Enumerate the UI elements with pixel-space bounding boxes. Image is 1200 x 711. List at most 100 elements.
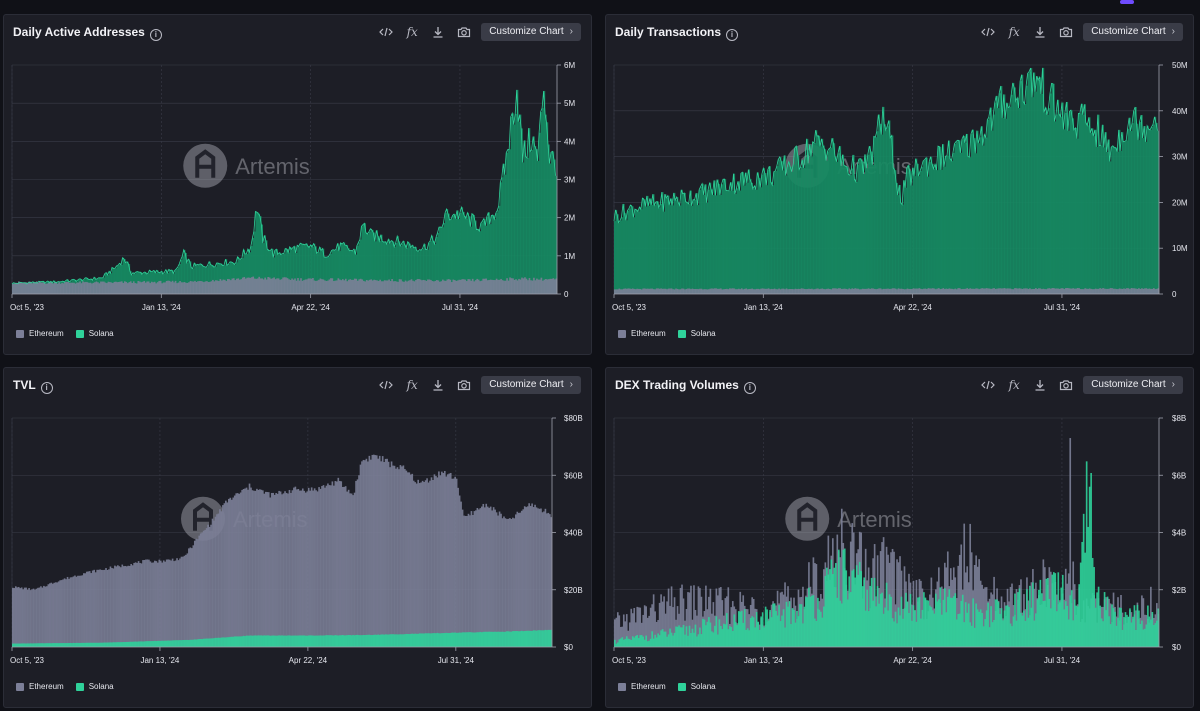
bar: [93, 642, 95, 647]
camera-icon[interactable]: [451, 22, 477, 41]
bar: [1045, 107, 1048, 294]
bar: [325, 485, 328, 647]
bar: [381, 634, 384, 647]
legend-item-solana[interactable]: Solana: [677, 682, 716, 691]
bar: [742, 622, 745, 647]
bar: [264, 635, 267, 647]
bar: [1014, 288, 1016, 294]
bar: [512, 278, 514, 294]
bar: [85, 571, 88, 647]
code-icon[interactable]: [975, 375, 1001, 394]
bar: [1023, 101, 1025, 294]
bar: [991, 130, 994, 294]
legend-item-solana[interactable]: Solana: [75, 329, 114, 338]
bar: [1048, 288, 1051, 294]
bar: [519, 279, 522, 294]
bar: [32, 588, 35, 647]
bar: [1012, 616, 1015, 647]
code-icon[interactable]: [373, 375, 399, 394]
formula-button[interactable]: fx: [1008, 24, 1020, 39]
bar: [155, 561, 158, 647]
bar: [96, 642, 98, 647]
bar: [648, 288, 650, 294]
bar: [994, 102, 997, 294]
bar: [935, 289, 937, 294]
customize-chart-button[interactable]: Customize Chart ›: [481, 22, 581, 41]
bar: [362, 224, 365, 294]
bar: [802, 623, 804, 647]
bar: [1079, 113, 1082, 294]
legend-item-ethereum[interactable]: Ethereum: [16, 329, 64, 338]
bar: [386, 280, 389, 294]
customize-chart-button[interactable]: Customize Chart ›: [1083, 22, 1183, 41]
bar: [820, 288, 822, 294]
bar: [630, 639, 633, 647]
download-icon[interactable]: [1027, 375, 1053, 394]
bar: [191, 267, 193, 294]
code-icon[interactable]: [975, 22, 1001, 41]
bar: [454, 632, 456, 647]
legend-item-solana[interactable]: Solana: [677, 329, 716, 338]
bar: [797, 155, 800, 294]
bar: [681, 189, 683, 294]
customize-chart-button[interactable]: Customize Chart ›: [481, 375, 581, 394]
info-icon[interactable]: i: [149, 29, 162, 41]
formula-button[interactable]: fx: [1008, 377, 1020, 392]
bar: [123, 281, 126, 294]
legend-item-solana[interactable]: Solana: [75, 682, 114, 691]
bar: [834, 156, 837, 294]
camera-icon[interactable]: [1053, 22, 1079, 41]
formula-button[interactable]: fx: [406, 377, 418, 392]
info-icon[interactable]: i: [726, 29, 739, 41]
bar: [339, 251, 341, 294]
info-icon[interactable]: i: [40, 382, 53, 394]
bar: [285, 277, 287, 294]
bar: [757, 288, 759, 294]
bar: [616, 214, 619, 294]
formula-button[interactable]: fx: [406, 24, 418, 39]
bar: [1126, 614, 1128, 647]
bar: [352, 279, 355, 294]
bar: [885, 288, 888, 294]
download-icon[interactable]: [1027, 22, 1053, 41]
camera-icon[interactable]: [451, 375, 477, 394]
bar: [390, 634, 393, 647]
bar: [159, 280, 162, 294]
bar: [430, 241, 432, 294]
bar: [297, 635, 300, 647]
bar: [1133, 605, 1136, 647]
bar: [485, 225, 487, 294]
bar: [177, 640, 180, 647]
bar: [201, 639, 203, 647]
bar: [421, 250, 423, 294]
bar: [423, 633, 425, 647]
bar: [685, 288, 688, 294]
bar: [663, 631, 665, 647]
legend-item-ethereum[interactable]: Ethereum: [618, 329, 666, 338]
bar: [179, 280, 181, 294]
bar: [115, 642, 118, 647]
bar: [1136, 123, 1139, 295]
bar: [893, 551, 895, 647]
y-tick-label: $0: [1172, 643, 1181, 652]
code-icon[interactable]: [373, 22, 399, 41]
customize-chart-button[interactable]: Customize Chart ›: [1083, 375, 1183, 394]
bar: [814, 563, 816, 647]
bar: [873, 136, 876, 294]
bar: [1050, 288, 1052, 294]
legend-item-ethereum[interactable]: Ethereum: [16, 682, 64, 691]
info-icon[interactable]: i: [743, 382, 756, 394]
download-icon[interactable]: [425, 375, 451, 394]
bar: [823, 606, 825, 647]
legend-item-ethereum[interactable]: Ethereum: [618, 682, 666, 691]
bar: [955, 619, 958, 647]
download-icon[interactable]: [425, 22, 451, 41]
bar: [437, 280, 440, 294]
bar: [866, 288, 868, 294]
camera-icon[interactable]: [1053, 375, 1079, 394]
